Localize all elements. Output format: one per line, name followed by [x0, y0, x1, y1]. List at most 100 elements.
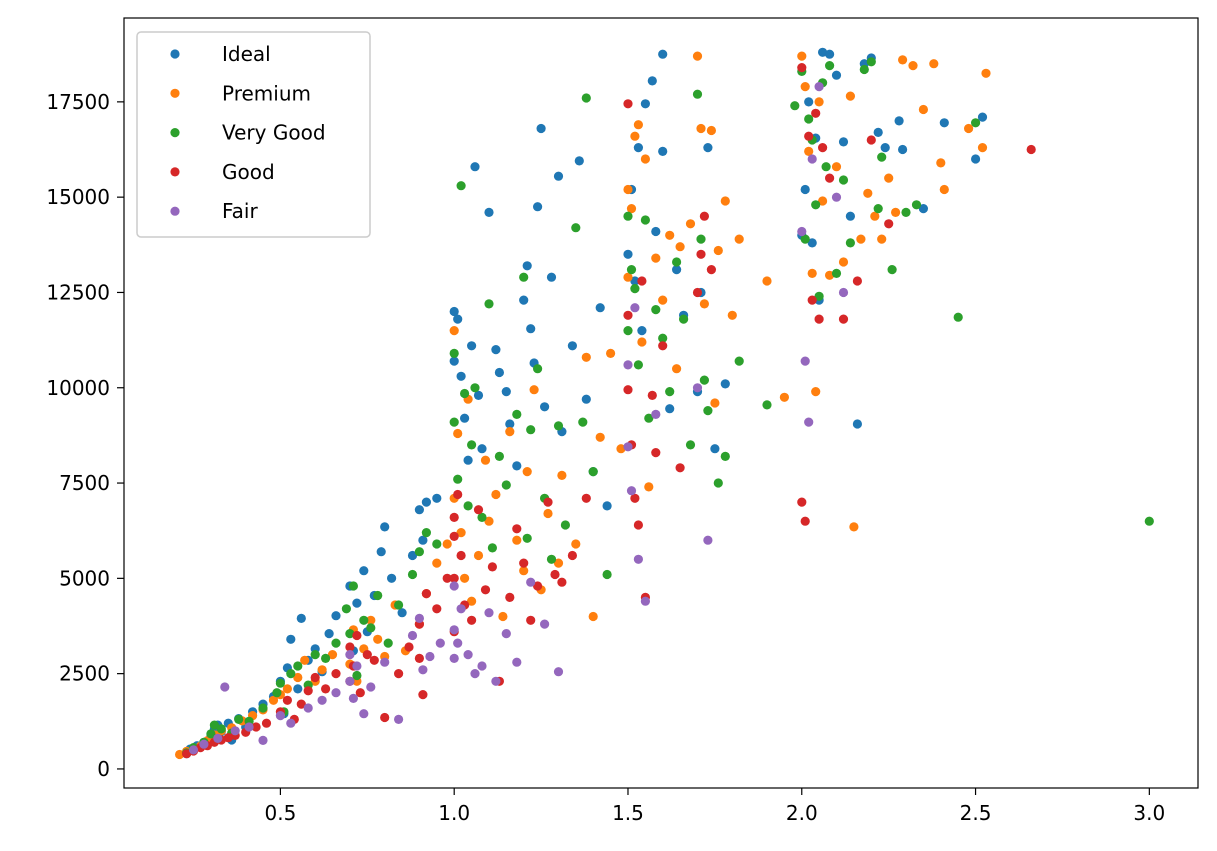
- data-point: [637, 337, 647, 347]
- data-point: [623, 385, 633, 395]
- data-point: [293, 684, 303, 694]
- data-point: [637, 326, 647, 336]
- data-point: [275, 711, 285, 721]
- data-point: [1026, 144, 1036, 155]
- data-point: [453, 474, 463, 484]
- data-point: [501, 629, 511, 639]
- data-point: [901, 207, 911, 217]
- data-point: [519, 566, 529, 576]
- data-point: [658, 49, 668, 59]
- data-point: [268, 695, 279, 705]
- y-tick-label: 15000: [46, 185, 110, 209]
- data-point: [359, 709, 369, 719]
- legend-label: Very Good: [222, 121, 326, 145]
- data-point: [936, 158, 946, 168]
- y-tick-label: 7500: [59, 471, 110, 495]
- data-point: [626, 265, 637, 275]
- data-point: [866, 135, 876, 145]
- data-point: [658, 333, 668, 343]
- data-point: [720, 196, 730, 206]
- data-point: [675, 242, 685, 252]
- data-point: [807, 238, 817, 248]
- data-point: [296, 613, 306, 624]
- data-point: [303, 703, 313, 713]
- data-point: [286, 718, 296, 728]
- data-point: [522, 533, 532, 543]
- data-point: [818, 143, 828, 153]
- data-point: [797, 497, 807, 507]
- legend-marker: [170, 128, 180, 138]
- data-point: [692, 89, 703, 99]
- data-point: [571, 539, 581, 549]
- data-point: [553, 421, 564, 431]
- data-point: [512, 524, 522, 534]
- data-point: [512, 657, 522, 667]
- data-point: [790, 101, 800, 111]
- data-point: [456, 181, 466, 191]
- data-point: [818, 47, 828, 57]
- data-point: [407, 569, 418, 580]
- data-point: [581, 93, 591, 103]
- series-fair: [188, 82, 849, 755]
- data-point: [449, 306, 459, 317]
- data-point: [470, 383, 480, 393]
- data-point: [814, 291, 824, 301]
- data-point: [414, 547, 424, 557]
- data-point: [331, 638, 341, 648]
- data-point: [675, 463, 685, 473]
- data-point: [494, 451, 504, 461]
- data-point: [442, 573, 452, 583]
- series-good: [182, 63, 1036, 759]
- data-point: [856, 234, 866, 244]
- data-point: [825, 173, 835, 183]
- data-point: [623, 99, 633, 109]
- data-point: [394, 600, 404, 610]
- data-point: [432, 539, 442, 549]
- data-point: [623, 326, 633, 336]
- data-point: [665, 404, 675, 414]
- data-point: [491, 489, 501, 500]
- legend-item: Ideal: [170, 42, 271, 66]
- data-point: [519, 295, 529, 305]
- data-point: [421, 528, 431, 538]
- data-point: [560, 520, 571, 530]
- data-point: [453, 489, 463, 500]
- x-axis: 0.5 1.0 1.5 2.0 2.5 3.0: [265, 788, 1165, 825]
- data-point: [480, 585, 491, 595]
- data-point: [380, 522, 390, 532]
- data-point: [414, 613, 424, 624]
- data-point: [366, 615, 376, 625]
- data-point: [519, 272, 529, 282]
- data-point: [449, 326, 459, 336]
- data-point: [473, 550, 484, 561]
- data-point: [811, 387, 821, 397]
- data-point: [696, 249, 706, 259]
- data-point: [327, 650, 338, 660]
- data-point: [498, 611, 508, 622]
- data-point: [595, 432, 605, 442]
- data-point: [800, 234, 810, 244]
- data-point: [467, 440, 477, 450]
- data-point: [345, 650, 355, 660]
- data-point: [359, 615, 369, 625]
- data-point: [425, 651, 435, 662]
- data-point: [807, 268, 817, 278]
- data-point: [581, 493, 591, 503]
- legend-item: Fair: [170, 199, 258, 223]
- data-point: [348, 693, 358, 704]
- data-point: [373, 634, 383, 644]
- data-point: [640, 99, 651, 109]
- data-point: [244, 722, 254, 732]
- data-point: [595, 303, 605, 313]
- data-point: [898, 55, 908, 65]
- data-point: [887, 265, 897, 275]
- data-point: [606, 348, 616, 358]
- data-point: [964, 123, 974, 134]
- data-point: [825, 49, 835, 59]
- legend-label: Good: [222, 160, 275, 184]
- data-point: [421, 589, 431, 599]
- data-point: [797, 63, 807, 73]
- data-point: [505, 419, 515, 429]
- data-point: [484, 207, 494, 217]
- data-point: [414, 653, 424, 664]
